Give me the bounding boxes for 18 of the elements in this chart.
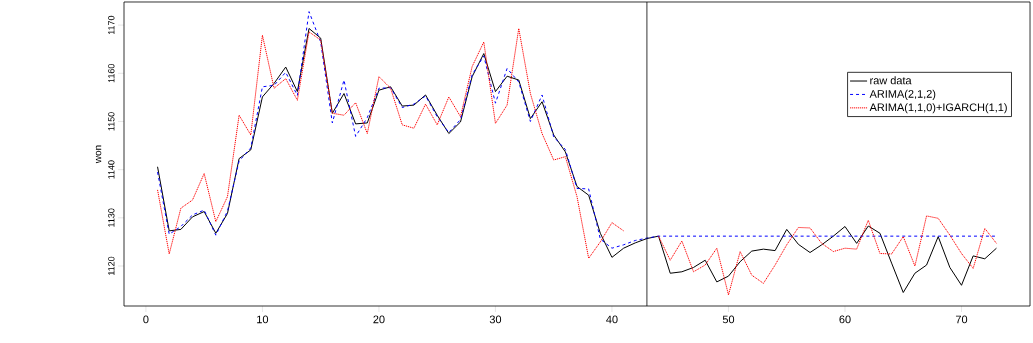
y-tick-label: 1150 [108, 112, 115, 131]
x-tick-label: 10 [257, 315, 269, 324]
x-tick-label: 30 [489, 315, 502, 324]
x-tick-label: 60 [839, 315, 851, 324]
x-tick-label: 50 [722, 315, 735, 324]
y-tick-label: 1140 [108, 160, 115, 179]
y-axis-title: won [95, 145, 102, 164]
y-tick-label: 1170 [108, 15, 115, 35]
y-tick-label: 1160 [108, 64, 115, 83]
x-tick-label: 0 [143, 315, 149, 324]
legend-label: ARIMA(1,1,0)+IGARCH(1,1) [869, 103, 1007, 114]
y-tick-label: 1130 [108, 208, 115, 227]
legend-label: raw data [870, 76, 912, 85]
y-tick-label: 1120 [108, 256, 115, 275]
x-tick-label: 20 [373, 315, 385, 324]
x-tick-label: 40 [606, 315, 618, 324]
legend-label: ARIMA(2,1,2) [869, 89, 936, 100]
x-tick-label: 70 [955, 315, 968, 324]
